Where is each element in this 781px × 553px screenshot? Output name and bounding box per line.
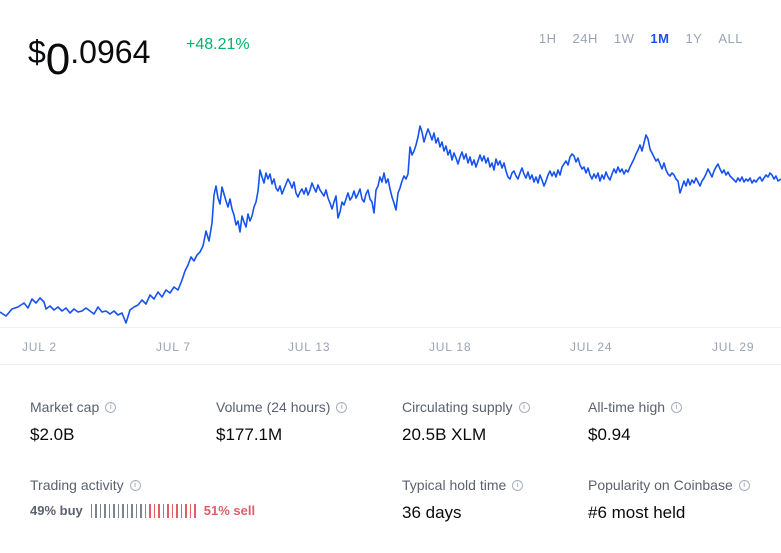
stat-value: 20.5B XLM — [402, 425, 487, 444]
buy-bar — [131, 503, 133, 518]
stat-value: 36 days — [402, 503, 462, 522]
sell-bar — [185, 503, 187, 518]
buy-bar — [104, 503, 106, 518]
stat-label: All-time high — [588, 399, 666, 415]
price-decimal: .0964 — [70, 34, 151, 70]
info-icon[interactable]: i — [671, 401, 683, 413]
range-1w[interactable]: 1W — [613, 31, 635, 46]
price-display: $ 0 .0964 — [28, 30, 150, 82]
stat-label: Popularity on Coinbase — [588, 477, 733, 493]
sell-bar — [176, 503, 178, 518]
stat-value: $0.94 — [588, 425, 631, 444]
buy-bar — [117, 503, 120, 518]
x-axis-label: JUL 24 — [570, 340, 613, 354]
x-axis-label: JUL 7 — [156, 340, 191, 354]
x-axis-label: JUL 18 — [429, 340, 472, 354]
sell-bar — [149, 503, 151, 518]
buy-bar — [95, 503, 97, 518]
range-all[interactable]: ALL — [718, 31, 743, 46]
x-axis-line — [0, 327, 781, 328]
stat-label: Market cap — [30, 399, 100, 415]
stat-label: Typical hold time — [402, 477, 507, 493]
info-icon[interactable]: i — [738, 479, 750, 491]
info-icon[interactable]: i — [512, 479, 524, 491]
stat-volume: Volume (24 hours) i $177.1M — [216, 399, 348, 445]
sell-percentage: 51% sell — [203, 503, 256, 518]
buy-bar — [135, 503, 138, 518]
price-change: +48.21% — [186, 36, 250, 53]
stat-market-cap: Market cap i $2.0B — [30, 399, 117, 445]
buy-bar — [140, 503, 142, 518]
sell-bar — [180, 503, 183, 518]
sell-bar — [144, 503, 147, 518]
buy-bar — [113, 503, 115, 518]
range-1h[interactable]: 1H — [538, 31, 557, 46]
x-axis-label: JUL 2 — [22, 340, 57, 354]
stat-label: Circulating supply — [402, 399, 513, 415]
trade-bars — [90, 503, 196, 518]
stat-circulating-supply: Circulating supply i 20.5B XLM — [402, 399, 530, 445]
stat-label: Volume (24 hours) — [216, 399, 331, 415]
stat-value: $177.1M — [216, 425, 283, 444]
price-line — [0, 125, 781, 324]
info-icon[interactable]: i — [336, 401, 348, 413]
info-icon[interactable]: i — [105, 401, 117, 413]
sell-bar — [167, 503, 169, 518]
time-range-selector: 1H 24H 1W 1M 1Y ALL — [539, 31, 743, 46]
stat-all-time-high: All-time high i $0.94 — [588, 399, 683, 445]
range-1m[interactable]: 1M — [650, 31, 670, 46]
buy-percentage: 49% buy — [30, 503, 83, 518]
x-axis-label: JUL 29 — [712, 340, 755, 354]
buy-bar — [126, 503, 129, 518]
x-axis-label: JUL 13 — [288, 340, 331, 354]
sell-bar — [194, 503, 196, 518]
stat-hold-time: Typical hold time i 36 days — [402, 477, 524, 523]
buy-bar — [122, 503, 124, 518]
buy-bar — [99, 503, 102, 518]
stat-value: #6 most held — [588, 503, 686, 522]
stat-label: Trading activity — [30, 477, 124, 493]
sell-bar — [189, 503, 192, 518]
buy-bar — [90, 503, 93, 518]
sell-bar — [153, 503, 156, 518]
section-divider — [0, 364, 781, 365]
trading-activity-meter: 49% buy 51% sell — [30, 503, 255, 518]
info-icon[interactable]: i — [518, 401, 530, 413]
info-icon[interactable]: i — [129, 479, 141, 491]
price-currency: $ — [28, 34, 46, 70]
stat-value: $2.0B — [30, 425, 75, 444]
sell-bar — [162, 503, 165, 518]
sell-bar — [171, 503, 174, 518]
sell-bar — [158, 503, 160, 518]
stat-popularity: Popularity on Coinbase i #6 most held — [588, 477, 750, 523]
stat-trading-activity: Trading activity i 49% buy 51% sell — [30, 477, 255, 518]
range-1y[interactable]: 1Y — [685, 31, 703, 46]
price-chart[interactable] — [0, 95, 781, 365]
range-24h[interactable]: 24H — [572, 31, 598, 46]
buy-bar — [108, 503, 111, 518]
price-integer: 0 — [45, 35, 71, 84]
